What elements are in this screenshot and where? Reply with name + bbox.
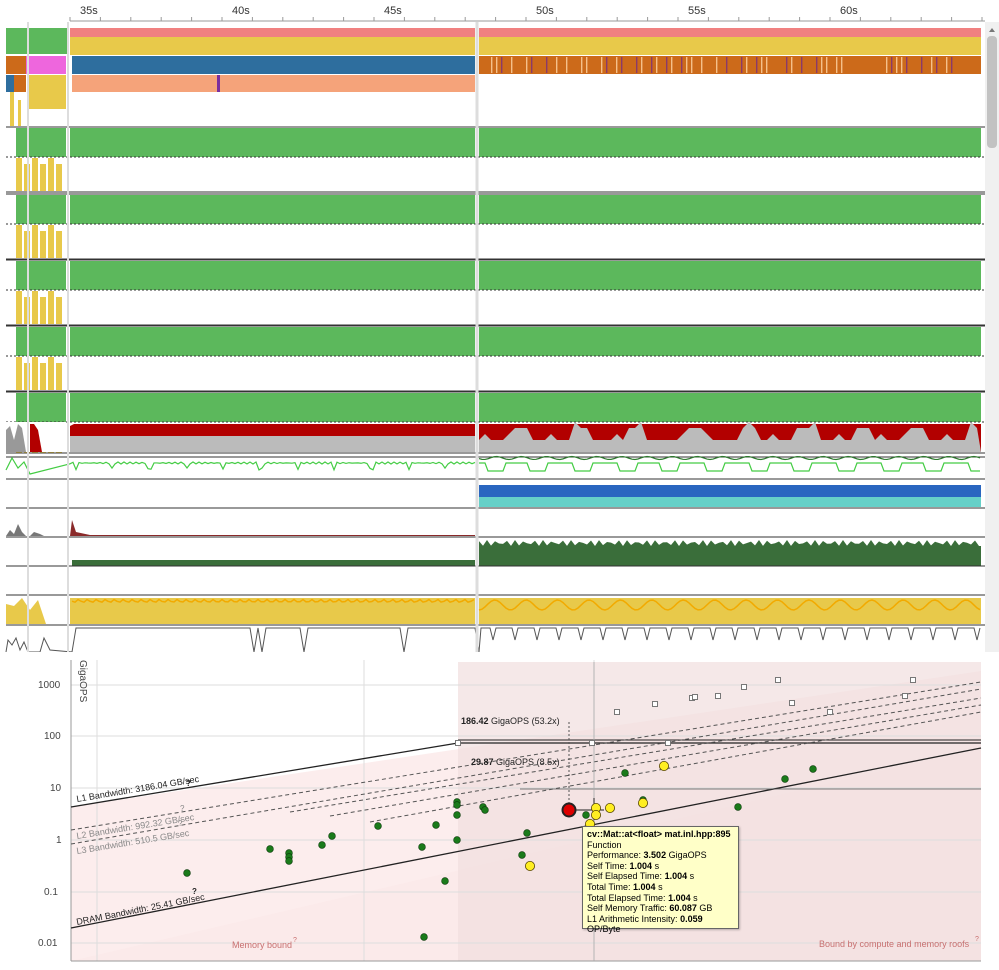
tick-45s: 45s xyxy=(384,5,402,17)
tooltip-row: Self Memory Traffic: 60.087 GB xyxy=(587,903,713,914)
scroll-up-arrow-icon xyxy=(989,28,995,32)
tick-60s: 60s xyxy=(840,5,858,17)
roofline-chart[interactable]: GigaOPS 1000 100 10 1 0.1 0.01 L1 Ban xyxy=(0,652,999,970)
tooltip-row: L1 Arithmetic Intensity: 0.059 OP/Byte xyxy=(587,913,703,935)
compute-roof-label-2: 29.87 GigaOPS (8.5x) xyxy=(471,757,560,767)
l1-roof xyxy=(70,742,459,808)
svg-text:186.42 GigaOPS (53.2x): 186.42 GigaOPS (53.2x) xyxy=(461,716,560,726)
l3-help-mark: ? xyxy=(178,819,183,828)
tooltip-type: Function xyxy=(587,839,622,850)
y-tick-0.1: 0.1 xyxy=(44,887,58,898)
y-tick-1: 1 xyxy=(56,835,62,846)
svg-text:29.87 GigaOPS (8.5x): 29.87 GigaOPS (8.5x) xyxy=(471,757,560,767)
time-ruler[interactable]: 35s 40s 45s 50s 55s 60s xyxy=(0,0,985,22)
timeline-scrollbar[interactable] xyxy=(985,22,999,652)
y-tick-100: 100 xyxy=(44,731,61,742)
tooltip-title: cv::Mat::at<float> mat.inl.hpp:895 xyxy=(587,829,731,839)
compute-bound-label: Bound by compute and memory roofs xyxy=(819,939,970,949)
compute-roof-label-1: 186.42 GigaOPS (53.2x) xyxy=(461,716,560,726)
roofline-tooltip: cv::Mat::at<float> mat.inl.hpp:895 Funct… xyxy=(582,826,739,934)
tooltip-row: Performance: 3.502 GigaOPS xyxy=(587,850,707,861)
memory-bound-label: Memory bound xyxy=(232,940,292,950)
y-axis-ticks: 1000 100 10 1 0.1 0.01 xyxy=(38,680,62,949)
l2-help-mark: ? xyxy=(180,804,185,813)
tooltip-row: Total Time: 1.004 s xyxy=(587,881,663,892)
y-tick-0.01: 0.01 xyxy=(38,938,58,949)
metric-rows[interactable] xyxy=(5,422,985,652)
y-tick-1000: 1000 xyxy=(38,680,61,691)
dram-roof xyxy=(70,747,982,929)
timeline-pane[interactable]: 35s 40s 45s 50s 55s 60s xyxy=(0,0,999,652)
dram-help-mark: ? xyxy=(192,887,197,896)
selected-dot[interactable] xyxy=(561,802,577,818)
y-tick-10: 10 xyxy=(50,783,62,794)
y-axis-label: GigaOPS xyxy=(77,660,88,703)
cpu-core-rows[interactable] xyxy=(6,126,985,458)
l1-help-mark: ? xyxy=(186,779,191,788)
memory-roofs[interactable] xyxy=(70,662,982,961)
memory-bound-help: ? xyxy=(293,937,297,944)
compute-bound-help: ? xyxy=(975,936,979,943)
tick-55s: 55s xyxy=(688,5,706,17)
tick-40s: 40s xyxy=(232,5,250,17)
tooltip-row: Self Elapsed Time: 1.004 s xyxy=(587,871,695,882)
tick-50s: 50s xyxy=(536,5,554,17)
tick-35s: 35s xyxy=(80,5,98,17)
tooltip-row: Self Time: 1.004 s xyxy=(587,860,660,871)
tooltip-row: Total Elapsed Time: 1.004 s xyxy=(587,892,698,903)
thread-bands[interactable] xyxy=(6,28,981,126)
